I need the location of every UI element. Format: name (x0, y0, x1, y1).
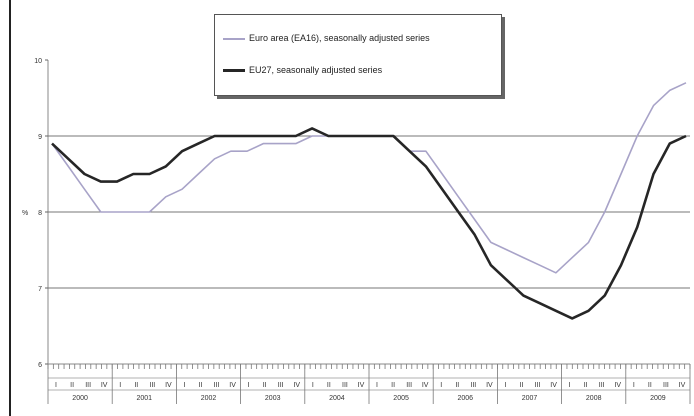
quarter-label: II (263, 382, 267, 389)
quarter-label: III (278, 382, 284, 389)
quarter-label: III (406, 382, 412, 389)
quarter-label: I (633, 382, 635, 389)
quarter-label: I (183, 382, 185, 389)
quarter-label: II (648, 382, 652, 389)
quarter-label: IV (486, 382, 493, 389)
quarter-label: II (199, 382, 203, 389)
quarter-label: III (342, 382, 348, 389)
legend-label-ea16: Euro area (EA16), seasonally adjusted se… (249, 33, 430, 43)
y-axis-unit: % (22, 210, 28, 217)
quarter-label: IV (229, 382, 236, 389)
quarter-label: I (569, 382, 571, 389)
quarter-label: III (85, 382, 91, 389)
series-line-ea16 (51, 82, 687, 274)
quarter-label: IV (101, 382, 108, 389)
year-label: 2009 (650, 395, 666, 402)
legend-entry-eu27: EU27, seasonally adjusted series (223, 65, 382, 75)
quarter-label: III (149, 382, 155, 389)
legend-label-eu27: EU27, seasonally adjusted series (249, 65, 383, 75)
y-axis: 10 9 8 7 6% (22, 58, 48, 369)
quarter-label: I (312, 382, 314, 389)
quarter-label: II (520, 382, 524, 389)
quarter-label: II (391, 382, 395, 389)
year-label: 2007 (522, 395, 538, 402)
y-tick-label: 6 (38, 362, 42, 369)
quarter-label: IV (358, 382, 365, 389)
legend-swatch-eu27 (223, 69, 245, 73)
quarter-label: IV (293, 382, 300, 389)
quarter-label: I (119, 382, 121, 389)
year-label: 2002 (201, 395, 217, 402)
legend-swatch-ea16 (223, 37, 245, 40)
year-label: 2001 (137, 395, 153, 402)
quarter-label: I (55, 382, 57, 389)
quarter-label: IV (614, 382, 621, 389)
y-tick-label: 7 (38, 286, 42, 293)
quarter-label: I (440, 382, 442, 389)
quarter-label: I (504, 382, 506, 389)
quarter-label: I (376, 382, 378, 389)
quarter-label: III (214, 382, 220, 389)
year-label: 2004 (329, 395, 345, 402)
quarter-label: III (535, 382, 541, 389)
y-tick-label: 8 (38, 210, 42, 217)
legend-entry-ea16: Euro area (EA16), seasonally adjusted se… (223, 33, 430, 43)
quarter-label: II (584, 382, 588, 389)
year-label: 2005 (393, 395, 409, 402)
y-tick-label: 9 (38, 134, 42, 141)
quarter-label: II (70, 382, 74, 389)
year-label: 2008 (586, 395, 602, 402)
quarter-label: IV (679, 382, 686, 389)
quarter-label: II (455, 382, 459, 389)
series-line-eu27 (51, 127, 687, 320)
quarter-label: III (599, 382, 605, 389)
year-label: 2000 (72, 395, 88, 402)
series-lines (51, 82, 687, 320)
quarter-label: III (663, 382, 669, 389)
y-tick-label: 10 (34, 58, 42, 65)
quarter-label: IV (550, 382, 557, 389)
quarter-label: IV (422, 382, 429, 389)
quarter-label: I (248, 382, 250, 389)
quarter-label: II (327, 382, 331, 389)
quarter-label: IV (165, 382, 172, 389)
year-label: 2003 (265, 395, 281, 402)
quarter-label: II (134, 382, 138, 389)
legend: Euro area (EA16), seasonally adjusted se… (214, 14, 502, 96)
year-label: 2006 (458, 395, 474, 402)
quarter-label: III (470, 382, 476, 389)
